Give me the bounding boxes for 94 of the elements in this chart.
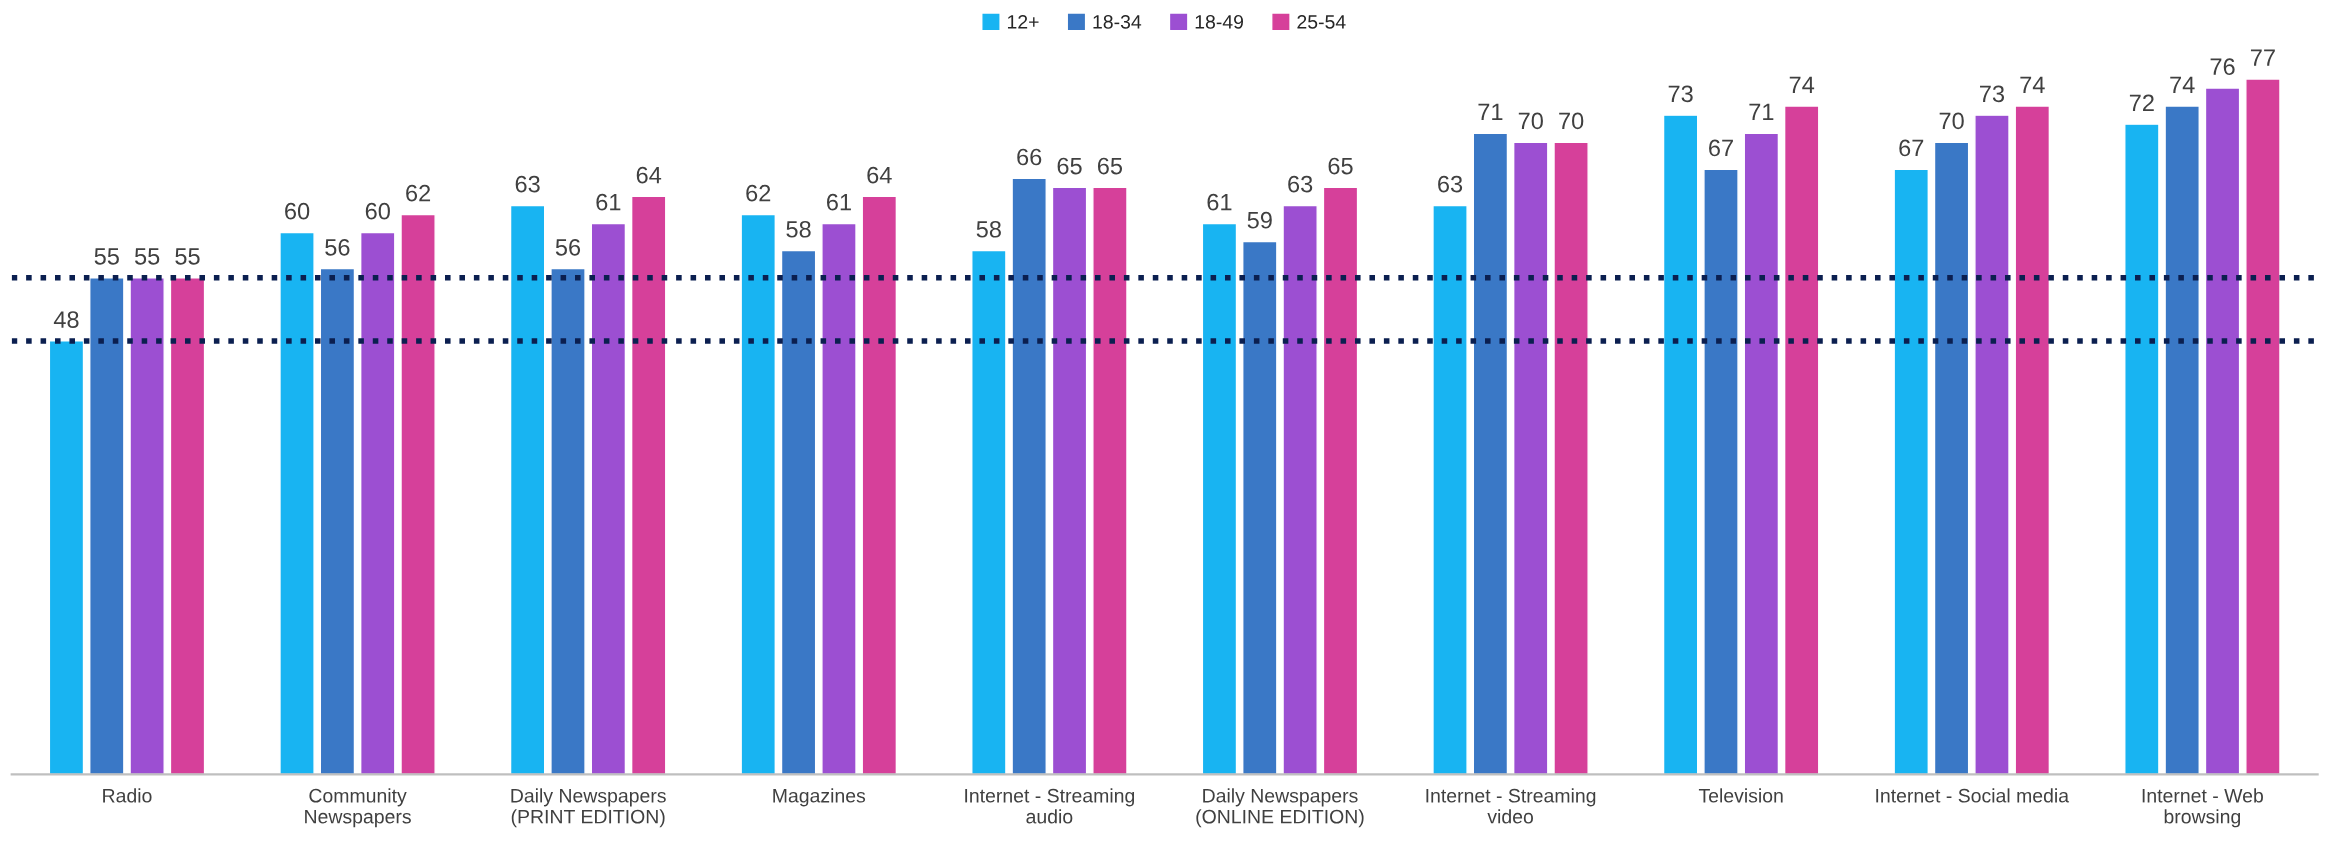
- x-tick-label: Daily Newspapers (ONLINE EDITION): [1196, 788, 1364, 828]
- x-tick-label: Radio: [103, 788, 152, 803]
- data-label: 60: [285, 202, 310, 220]
- data-label: 65: [1097, 157, 1123, 175]
- data-label: 62: [746, 184, 771, 202]
- bar: [1553, 141, 1589, 775]
- data-label: 70: [1518, 112, 1543, 130]
- bar: [2164, 105, 2200, 775]
- data-label: 63: [1438, 175, 1463, 193]
- bar: [1432, 204, 1468, 775]
- legend-label: 18-49: [1195, 14, 1244, 29]
- legend-label: 25-54: [1297, 14, 1346, 29]
- data-label: 58: [976, 220, 1001, 238]
- bar: [1933, 141, 1970, 775]
- data-label: 48: [53, 311, 79, 328]
- data-label: 55: [94, 248, 119, 265]
- bar: [2245, 78, 2281, 775]
- data-label: 61: [827, 193, 851, 211]
- data-label: 67: [1709, 139, 1733, 157]
- bar: [89, 277, 125, 775]
- bar: [1662, 114, 1699, 775]
- legend-label: 12+: [1007, 14, 1039, 29]
- legend-label: 18-34: [1093, 14, 1142, 29]
- data-label: 60: [365, 202, 390, 220]
- data-label: 56: [555, 238, 581, 256]
- bar: [821, 222, 857, 775]
- x-tick-label: Television: [1698, 788, 1783, 803]
- bar: [1974, 114, 2010, 775]
- data-label: 71: [1749, 103, 1774, 120]
- bar: [2124, 123, 2160, 775]
- x-tick-label: Internet - Streaming audio: [965, 788, 1135, 824]
- bar: [740, 213, 776, 775]
- x-tick-label: Community Newspapers: [305, 788, 411, 828]
- bar: [780, 249, 817, 775]
- bar: [1743, 132, 1780, 775]
- data-label: 67: [1899, 139, 1924, 157]
- data-label: 55: [175, 248, 200, 265]
- data-label: 77: [2250, 49, 2275, 66]
- data-label: 73: [1980, 85, 2005, 103]
- x-tick-label: Daily Newspapers (PRINT EDITION): [511, 788, 666, 828]
- bar: [169, 277, 206, 775]
- x-tick-label: Internet - Web browsing: [2142, 788, 2263, 828]
- bar: [1322, 186, 1359, 775]
- bar: [2014, 105, 2051, 775]
- bar: [48, 340, 85, 775]
- x-tick-label: Internet - Social media: [1876, 788, 2070, 803]
- bar: [630, 195, 667, 775]
- bar: [1092, 186, 1128, 775]
- data-label: 74: [1789, 76, 1815, 93]
- data-label: 70: [1559, 112, 1584, 130]
- bar: [1201, 222, 1238, 775]
- data-label: 61: [596, 193, 621, 211]
- data-label: 55: [134, 248, 160, 265]
- bar: [1051, 186, 1088, 775]
- data-label: 72: [2129, 94, 2154, 111]
- bar: [319, 267, 356, 775]
- x-tick-label: Magazines: [773, 788, 866, 807]
- data-label: 63: [1288, 175, 1313, 193]
- data-label: 71: [1478, 103, 1503, 120]
- data-label: 63: [515, 175, 540, 193]
- data-label: 65: [1328, 157, 1353, 175]
- bar: [1783, 105, 1820, 775]
- bar: [971, 249, 1007, 775]
- bar: [400, 213, 436, 775]
- data-label: 61: [1207, 193, 1232, 211]
- data-label: 66: [1017, 148, 1042, 166]
- data-label: 56: [325, 238, 350, 256]
- bar: [279, 231, 315, 775]
- x-tick-label: Internet - Streaming video: [1426, 788, 1596, 824]
- data-label: 64: [636, 166, 662, 184]
- data-label: 73: [1668, 85, 1693, 103]
- data-label: 70: [1939, 112, 1964, 130]
- data-label: 62: [406, 184, 431, 202]
- bar: [1242, 240, 1278, 775]
- data-label: 59: [1247, 211, 1272, 229]
- bar: [550, 267, 586, 775]
- bar: [509, 204, 546, 775]
- bar: [2204, 87, 2241, 775]
- bar: [861, 195, 898, 775]
- data-label: 74: [2020, 76, 2045, 93]
- data-label: 58: [786, 220, 811, 238]
- bar: [359, 231, 396, 775]
- data-label: 64: [867, 166, 892, 184]
- data-label: 65: [1057, 157, 1082, 175]
- bar: [1893, 168, 1929, 775]
- data-label: 74: [2170, 76, 2195, 93]
- bar: [1011, 177, 1047, 775]
- data-label: 76: [2210, 58, 2235, 76]
- bar: [1282, 204, 1318, 775]
- bar: [129, 277, 165, 775]
- bar: [1512, 141, 1549, 775]
- bar: [590, 222, 627, 775]
- bar: [1703, 168, 1739, 775]
- bar: [1472, 132, 1509, 775]
